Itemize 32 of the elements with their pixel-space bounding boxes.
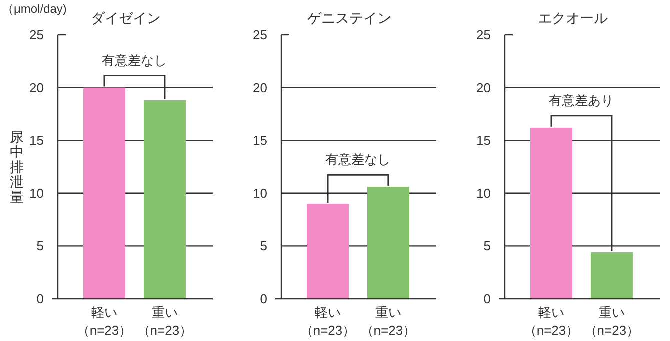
x-tick-label: 軽い（n=23） (76, 304, 134, 340)
y-tick-label: 20 (476, 80, 491, 96)
y-tick-label: 25 (253, 28, 268, 42)
y-axis-title: 尿中排泄量 (10, 129, 24, 205)
y-tick-label: 15 (30, 133, 44, 148)
chart-title: ダイゼイン (91, 10, 162, 26)
chart-title: ゲニステイン (308, 10, 392, 26)
y-tick-label: 10 (253, 186, 268, 201)
y-tick-label: 20 (253, 80, 268, 96)
y-tick-label: 5 (36, 238, 44, 254)
y-tick-label: 15 (476, 133, 491, 148)
annotation: 有意差なし (326, 152, 391, 168)
chart-title: エクオール (538, 10, 608, 26)
annotation: 有意差なし (102, 52, 168, 68)
y-tick-label: 20 (30, 80, 44, 96)
x-tick-label: 重い（n=23） (583, 304, 641, 340)
y-tick-label: 25 (30, 28, 44, 42)
y-tick-label: 15 (253, 133, 268, 148)
y-tick-label: 5 (260, 238, 268, 254)
x-tick-label: 軽い（n=23） (299, 304, 357, 340)
y-tick-label: 0 (260, 292, 268, 306)
y-tick-label: 5 (484, 238, 491, 254)
text: （μmol/day) (2, 2, 67, 16)
x-tick-label: 軽い（n=23） (522, 304, 580, 340)
annotation: 有意差あり (549, 92, 614, 108)
y-tick-label: 0 (36, 292, 44, 306)
y-tick-label: 10 (476, 186, 491, 201)
x-tick-label: 重い（n=23） (136, 304, 194, 340)
y-tick-label: 25 (476, 28, 491, 42)
y-tick-label: 0 (484, 292, 491, 306)
y-tick-label: 10 (30, 186, 44, 201)
x-tick-label: 重い（n=23） (360, 304, 418, 340)
